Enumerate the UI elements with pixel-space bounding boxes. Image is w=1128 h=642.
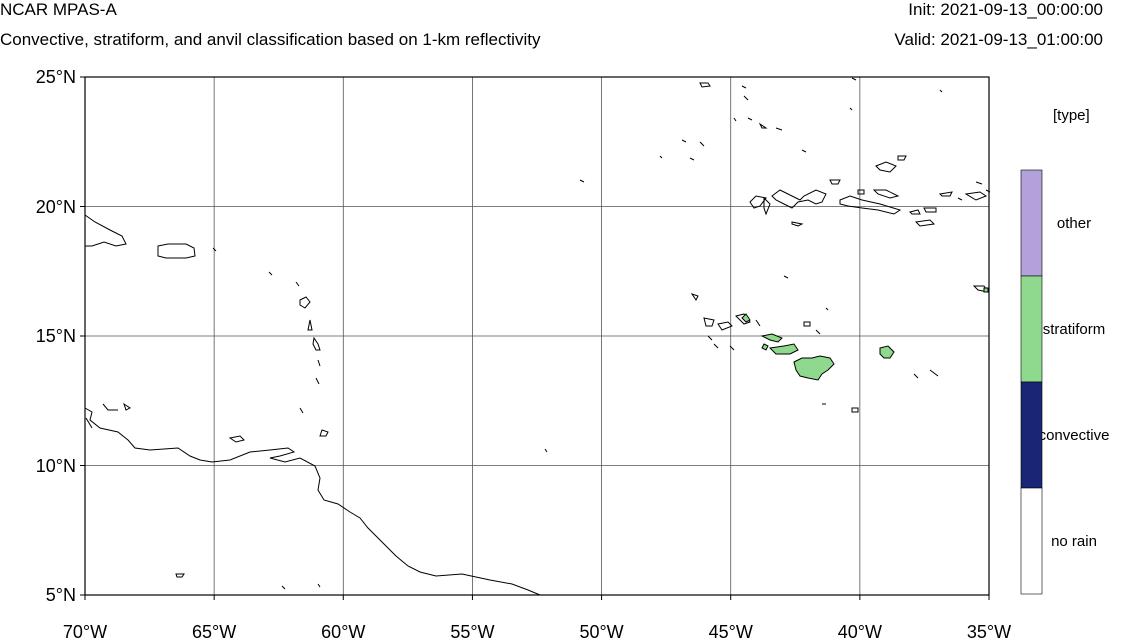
colorbar-label: no rain (1051, 533, 1097, 550)
init-time: Init: 2021-09-13_00:00:00 (908, 0, 1103, 19)
lon-tick-label: 35°W (966, 622, 1012, 642)
stratiform-speck-ne (983, 287, 989, 293)
anvil-outlines-north (579, 77, 991, 293)
colorbar-label: stratiform (1042, 321, 1106, 338)
lat-tick-label: 20°N (35, 196, 76, 217)
lat-tick-label: 5°N (45, 585, 76, 605)
puerto-rico-coastline (157, 243, 196, 259)
lon-tick-label: 70°W (62, 622, 108, 642)
hispaniola-coastline (84, 214, 127, 247)
cloud-outlines-central (690, 275, 939, 413)
lat-tick-label: 10°N (35, 455, 76, 476)
valid-time: Valid: 2021-09-13_01:00:00 (894, 30, 1103, 49)
small-islands (175, 448, 548, 590)
colorbar-segment (1020, 487, 1043, 595)
colorbar-segment (1020, 275, 1043, 383)
colorbar-label: other (1056, 215, 1092, 232)
south-america-coastline (84, 407, 541, 596)
precipitation-cells (741, 287, 989, 381)
lon-tick-label: 40°W (837, 622, 882, 642)
graticule (85, 77, 989, 595)
colorbar-title: [type] (1053, 107, 1090, 124)
lon-tick-label: 45°W (708, 622, 753, 642)
lon-tick-label: 55°W (450, 622, 495, 642)
colorbar-segment (1020, 381, 1043, 489)
lon-tick-label: 50°W (579, 622, 624, 642)
stratiform-cell-west (760, 333, 783, 343)
stratiform-cell-north (741, 313, 751, 323)
lat-tick-label: 25°N (35, 67, 76, 87)
map-title: NCAR MPAS-A (0, 0, 117, 19)
colorbar-label: convective (1038, 427, 1110, 444)
stratiform-cell-east (879, 345, 895, 359)
stratiform-cell-mid (768, 343, 799, 355)
map-subtitle: Convective, stratiform, and anvil classi… (0, 30, 541, 49)
lon-tick-label: 60°W (321, 622, 366, 642)
stratiform-cell-main (793, 355, 835, 381)
map-frame (84, 76, 990, 596)
coastlines (84, 77, 991, 596)
colorbar (1020, 169, 1043, 595)
lat-tick-label: 15°N (35, 326, 76, 346)
axis-ticks (80, 76, 990, 600)
stratiform-cell-small (761, 343, 769, 351)
colorbar-segment (1020, 169, 1043, 277)
lesser-antilles-coastline (85, 247, 329, 443)
lon-tick-label: 65°W (192, 622, 237, 642)
